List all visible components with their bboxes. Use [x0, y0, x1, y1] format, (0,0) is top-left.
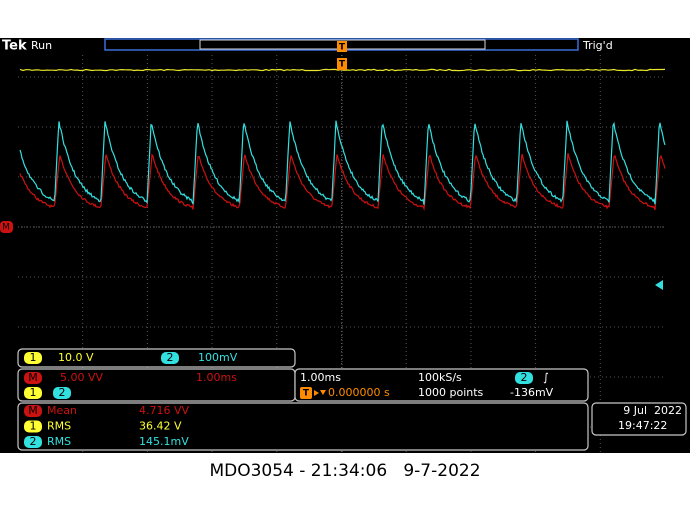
- ch1-badge: [24, 352, 42, 364]
- math-source1: 1: [30, 386, 37, 399]
- position: 0.000000 s: [328, 386, 390, 399]
- run-state: Run: [31, 39, 52, 52]
- trigger-time-marker: T: [339, 60, 346, 70]
- trigger-source: 2: [521, 371, 528, 384]
- brand: Tek: [2, 39, 27, 54]
- trigger-state: Trig'd: [582, 39, 613, 52]
- caption: MDO3054 - 21:34:06 9-7-2022: [209, 461, 480, 481]
- ch2-trace: [19, 120, 666, 205]
- trigger-time-badge: [337, 58, 347, 70]
- trigger-slope: ∫: [543, 371, 549, 384]
- math-marker: M: [2, 223, 10, 233]
- math-badge: [24, 372, 42, 384]
- ch1-scale: 10.0 V: [58, 351, 94, 364]
- measurement-source: 1: [30, 420, 37, 433]
- channel-panel: [17, 348, 296, 368]
- trigger-source-badge: [515, 372, 533, 384]
- date: 9 Jul 2022: [623, 404, 682, 417]
- math-trace: [19, 153, 666, 211]
- math-source2: 2: [59, 386, 66, 399]
- trigger-position-marker: T: [339, 43, 346, 53]
- sample-rate: 100kS/s: [418, 371, 462, 384]
- measurement-name: Mean: [47, 404, 77, 417]
- ch2-badge: [161, 352, 179, 364]
- measurement-badge: [24, 420, 42, 433]
- measurement-value: 36.42 V: [139, 420, 182, 433]
- measurement-panel: [17, 402, 589, 451]
- trigger-position-badge: [337, 41, 347, 52]
- trigger-label: T: [303, 389, 310, 399]
- ch1-label: 1: [30, 351, 37, 364]
- math-source1-badge: [24, 387, 42, 399]
- ch2-label: 2: [167, 351, 174, 364]
- measurement-source: M: [28, 404, 38, 417]
- measurement-value: 4.716 VV: [139, 404, 190, 417]
- math-timebase: 1.00ms: [196, 371, 237, 384]
- math-marker-badge: [0, 221, 13, 233]
- position-arrow: [320, 390, 326, 395]
- timebase: 1.00ms: [300, 371, 341, 384]
- measurement-name: RMS: [47, 420, 71, 433]
- trigger-badge: [300, 387, 312, 399]
- position-arrow: [314, 390, 319, 396]
- acquisition-panel: [294, 368, 589, 402]
- measurement-name: RMS: [47, 435, 71, 448]
- trigger-level: -136mV: [510, 386, 554, 399]
- measurement-badge: [24, 405, 42, 417]
- measurements: M Mean 4.716 VV 1 RMS 36.42 V 2 RMS 145.1mV: [24, 404, 190, 448]
- ch2-scale: 100mV: [198, 351, 238, 364]
- math-label: M: [28, 371, 38, 384]
- measurement-badge: [24, 436, 42, 448]
- trigger-level-arrow: [655, 280, 663, 290]
- measurement-source: 2: [30, 435, 37, 448]
- math-scale: 5.00 VV: [60, 371, 104, 384]
- time: 19:47:22: [618, 419, 667, 432]
- math-source2-badge: [53, 387, 71, 399]
- datetime-box: [591, 402, 687, 436]
- measurement-value: 145.1mV: [139, 435, 189, 448]
- record-length: 1000 points: [418, 386, 484, 399]
